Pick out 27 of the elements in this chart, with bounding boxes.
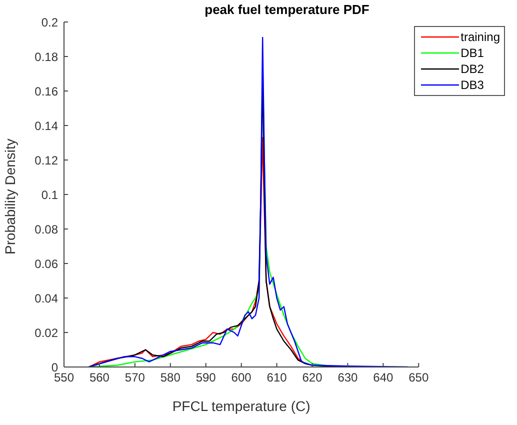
legend-label: DB1	[460, 46, 484, 60]
x-tick-label: 630	[338, 370, 358, 385]
x-tick-label: 560	[89, 370, 110, 385]
x-axis-title: PFCL temperature (C)	[172, 398, 310, 414]
y-axis-title: Probability Density	[2, 138, 18, 254]
x-tick-label: 600	[231, 370, 252, 385]
y-tick-label: 0.06	[34, 256, 58, 271]
legend-label: DB3	[460, 78, 484, 92]
x-tick-label: 610	[266, 370, 288, 385]
x-tick-label: 580	[160, 370, 181, 385]
y-tick-label: 0.2	[41, 15, 58, 30]
y-tick-label: 0.1	[41, 188, 58, 202]
y-tick-label: 0.14	[34, 118, 58, 133]
x-tick-label: 620	[302, 370, 323, 385]
legend-label: training	[460, 30, 500, 44]
y-tick-label: 0.08	[34, 222, 58, 236]
x-tick-label: 640	[373, 370, 394, 385]
x-tick-label: 650	[408, 370, 429, 385]
legend-label: DB2	[460, 62, 484, 76]
chart-title: peak fuel temperature PDF	[204, 2, 370, 17]
y-tick-label: 0.02	[34, 326, 58, 340]
x-tick-label: 590	[196, 370, 216, 385]
y-tick-label: 0.16	[34, 84, 58, 98]
y-tick-label: 0.18	[34, 50, 58, 64]
y-tick-label: 0.04	[34, 291, 58, 306]
y-tick-label: 0.12	[34, 153, 58, 168]
x-tick-label: 570	[124, 370, 146, 385]
